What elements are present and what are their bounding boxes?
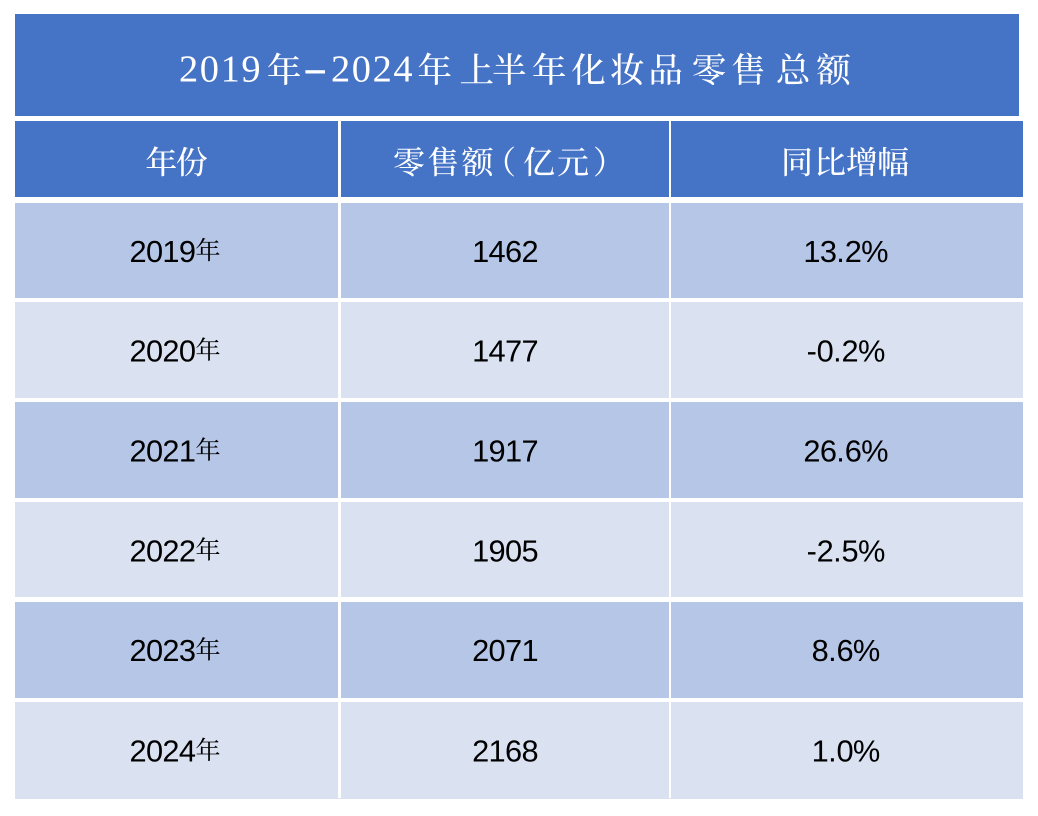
svg-text:1.0%: 1.0% (812, 734, 881, 769)
svg-text:2071: 2071 (472, 633, 538, 668)
svg-text:2019: 2019 (130, 234, 196, 269)
svg-text:2024: 2024 (331, 49, 413, 91)
svg-text:2021: 2021 (130, 433, 196, 468)
svg-text:1477: 1477 (472, 333, 538, 368)
svg-text:2024: 2024 (130, 734, 196, 769)
svg-text:2023: 2023 (130, 633, 196, 668)
svg-text:8.6%: 8.6% (812, 633, 881, 668)
svg-text:1462: 1462 (472, 234, 538, 269)
svg-text:13.2%: 13.2% (803, 234, 888, 269)
svg-text:-0.2%: -0.2% (807, 333, 886, 368)
svg-text:-2.5%: -2.5% (807, 533, 886, 568)
svg-text:2019: 2019 (179, 49, 261, 91)
svg-text:26.6%: 26.6% (803, 433, 888, 468)
svg-text:1905: 1905 (472, 533, 538, 568)
svg-text:2022: 2022 (130, 533, 196, 568)
svg-text:1917: 1917 (472, 433, 538, 468)
svg-text:2168: 2168 (472, 734, 538, 769)
svg-text:2020: 2020 (130, 333, 196, 368)
